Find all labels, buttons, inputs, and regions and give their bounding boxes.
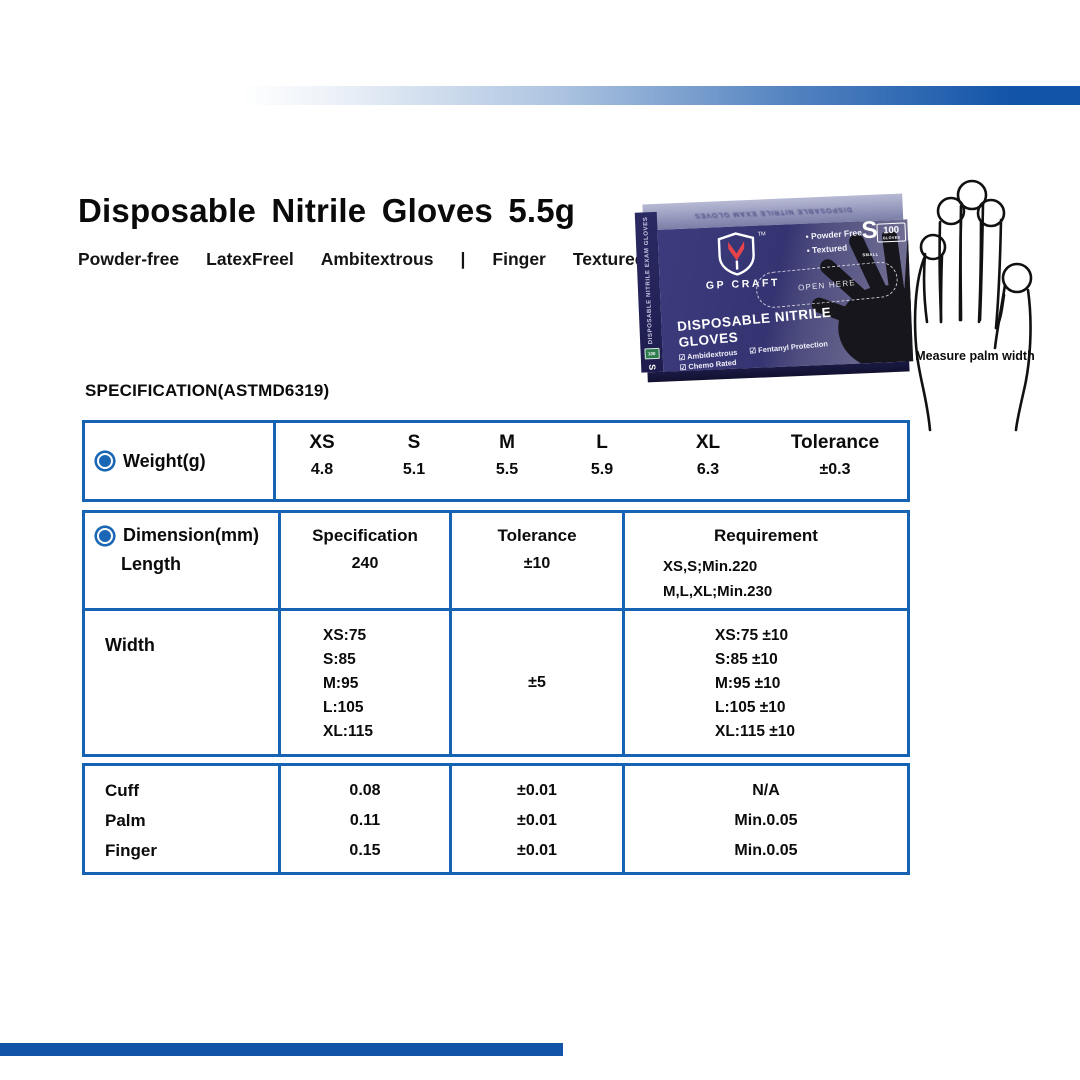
gp-craft-logo-icon <box>717 232 755 276</box>
feature-list: Powder-free LatexFreel Ambitextrous | Fi… <box>78 249 645 270</box>
col-s: S <box>407 432 421 453</box>
weight-data: XS S M L XL Tolerance 4.8 5.1 5.5 5.9 6.… <box>276 423 907 499</box>
finger-tolerance: ±0.01 <box>517 842 557 859</box>
thickness-spec-values: 0.08 0.11 0.15 <box>278 766 449 872</box>
feature-finger: Finger <box>492 249 546 269</box>
dimension-table-block: Dimension(mm) Length Specification 240 T… <box>82 510 910 757</box>
box-side-text: DISPOSABLE NITRILE EXAM GLOVES <box>642 216 655 345</box>
width-requirement-values: XS:75 ±10 S:85 ±10 M:95 ±10 L:105 ±10 XL… <box>622 611 907 754</box>
cuff-spec: 0.08 <box>349 782 381 799</box>
width-label: Width <box>105 635 155 655</box>
box-feature-bullets: • Powder Free • Textured <box>805 227 863 256</box>
palm-label: Palm <box>105 811 146 830</box>
bullet-icon <box>97 453 113 469</box>
finger-requirement: Min.0.05 <box>734 842 798 859</box>
count-badge: 100 GLOVES <box>876 222 907 243</box>
length-label: Length <box>121 554 181 574</box>
box-top-text: DISPOSABLE NITRILE EXAM GLOVES <box>692 205 854 219</box>
weight-l: 5.9 <box>590 461 614 478</box>
thickness-table-block: Cuff Palm Finger 0.08 0.11 0.15 ±0.01 ±0… <box>82 763 910 875</box>
product-box-image: DISPOSABLE NITRILE EXAM GLOVES DISPOSABL… <box>634 193 914 383</box>
feature-powder-free: Powder-free <box>78 249 180 269</box>
length-spec-value: 240 <box>351 555 379 572</box>
weight-s: 5.1 <box>402 461 426 478</box>
feature-ambitextrous: Ambitextrous <box>320 249 434 269</box>
trademark-label: TM <box>757 231 766 238</box>
box-side-size: S <box>647 363 658 371</box>
weight-header-row: XS S M L XL Tolerance <box>276 432 907 454</box>
measure-palm-width-caption: Measure palm width <box>915 349 1034 363</box>
weight-xl: 6.3 <box>696 461 720 478</box>
length-spec-cell: Specification 240 <box>278 513 449 608</box>
thickness-labels: Cuff Palm Finger <box>85 766 278 872</box>
thickness-tolerance-values: ±0.01 ±0.01 ±0.01 <box>449 766 622 872</box>
thickness-requirement-values: N/A Min.0.05 Min.0.05 <box>622 766 907 872</box>
page-title: Disposable Nitrile Gloves 5.5g <box>78 192 576 229</box>
width-tolerance-value: ±5 <box>449 611 622 754</box>
length-requirement-cell: Requirement XS,S;Min.220 M,L,XL;Min.230 <box>622 513 907 608</box>
palm-requirement: Min.0.05 <box>734 812 798 829</box>
specification-heading: SPECIFICATION(ASTMD6319) <box>85 381 330 400</box>
box-front-face: OPEN HERE TM GP CRAFT • Powder Free • Te… <box>657 219 914 372</box>
col-xs: XS <box>309 432 335 453</box>
hand-measure-illustration: Measure palm width <box>913 179 1035 432</box>
col-m: M <box>499 432 515 453</box>
weight-xs: 4.8 <box>310 461 334 478</box>
feature-separator: | <box>460 249 466 269</box>
finger-spec: 0.15 <box>349 842 381 859</box>
width-spec-values: XS:75 S:85 M:95 L:105 XL:115 <box>278 611 449 754</box>
length-tolerance-cell: Tolerance ±10 <box>449 513 622 608</box>
col-xl: XL <box>695 432 721 453</box>
length-tolerance-value: ±10 <box>523 555 551 572</box>
length-row: Dimension(mm) Length Specification 240 T… <box>85 513 907 608</box>
bullet-icon <box>97 527 113 544</box>
cuff-requirement: N/A <box>752 782 780 799</box>
cuff-label: Cuff <box>105 781 139 800</box>
length-requirement-values: XS,S;Min.220 M,L,XL;Min.230 <box>663 558 773 600</box>
top-accent-bar <box>242 86 1080 105</box>
weight-row-label: Weight(g) <box>85 423 276 499</box>
palm-tolerance: ±0.01 <box>517 812 557 829</box>
palm-spec: 0.11 <box>349 812 381 829</box>
width-row: Width XS:75 S:85 M:95 L:105 XL:115 ±5 XS… <box>85 608 907 754</box>
weight-value-row: 4.8 5.1 5.5 5.9 6.3 ±0.3 <box>276 461 907 479</box>
size-sub-label: SMALL <box>862 251 879 258</box>
feature-textured: Textured <box>572 249 646 269</box>
finger-label: Finger <box>105 841 157 860</box>
weight-m: 5.5 <box>495 461 519 478</box>
col-tolerance: Tolerance <box>790 432 880 453</box>
bottom-accent-bar <box>0 1043 563 1056</box>
cuff-tolerance: ±0.01 <box>517 782 557 799</box>
weight-tolerance: ±0.3 <box>819 461 851 478</box>
feature-latex-free: LatexFreel <box>206 249 294 269</box>
thickness-rows: Cuff Palm Finger 0.08 0.11 0.15 ±0.01 ±0… <box>85 766 907 872</box>
dimension-row-label: Dimension(mm) Length <box>85 513 278 608</box>
col-l: L <box>596 432 608 453</box>
box-side-count-badge: 100 <box>643 347 660 360</box>
weight-table-block: Weight(g) XS S M L XL Tolerance 4.8 5.1 … <box>82 420 910 502</box>
